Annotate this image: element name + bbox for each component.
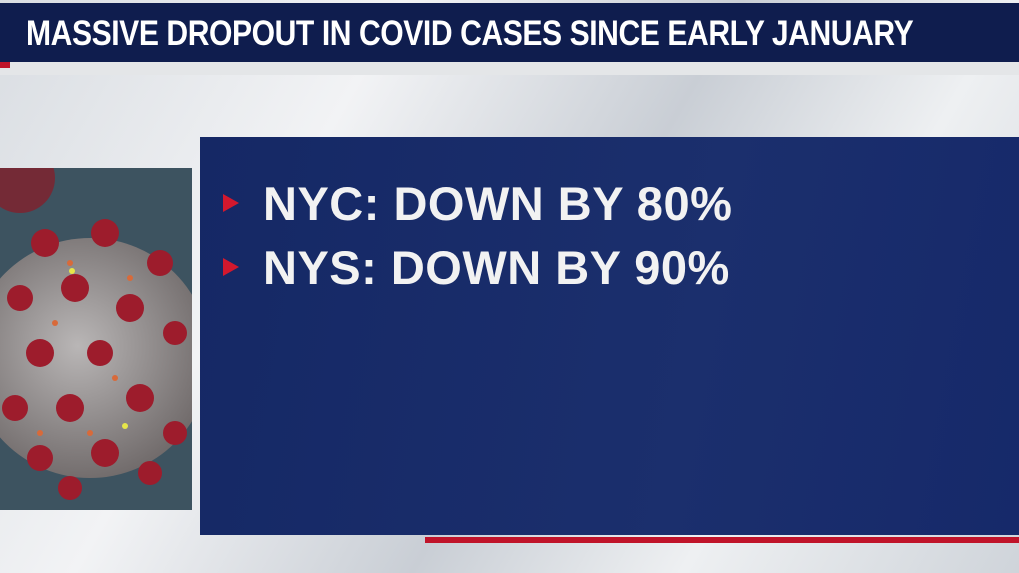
headline: MASSIVE DROPOUT IN COVID CASES SINCE EAR… [26,14,914,53]
bullet-text: NYC: DOWN BY 80% [263,176,733,230]
red-underline [425,537,1019,543]
virus-illustration [0,168,192,510]
bullet-text: NYS: DOWN BY 90% [263,240,730,294]
red-accent [0,62,10,68]
bullet-marker [223,194,239,212]
bullet-marker [223,258,239,276]
virus-image [0,168,192,510]
bullet-item: NYS: DOWN BY 90% [223,237,730,297]
headline-banner: MASSIVE DROPOUT IN COVID CASES SINCE EAR… [0,3,1019,62]
bullet-item: NYC: DOWN BY 80% [223,173,732,233]
banner-underline [0,62,1019,75]
info-panel: NYC: DOWN BY 80% NYS: DOWN BY 90% [200,137,1019,535]
